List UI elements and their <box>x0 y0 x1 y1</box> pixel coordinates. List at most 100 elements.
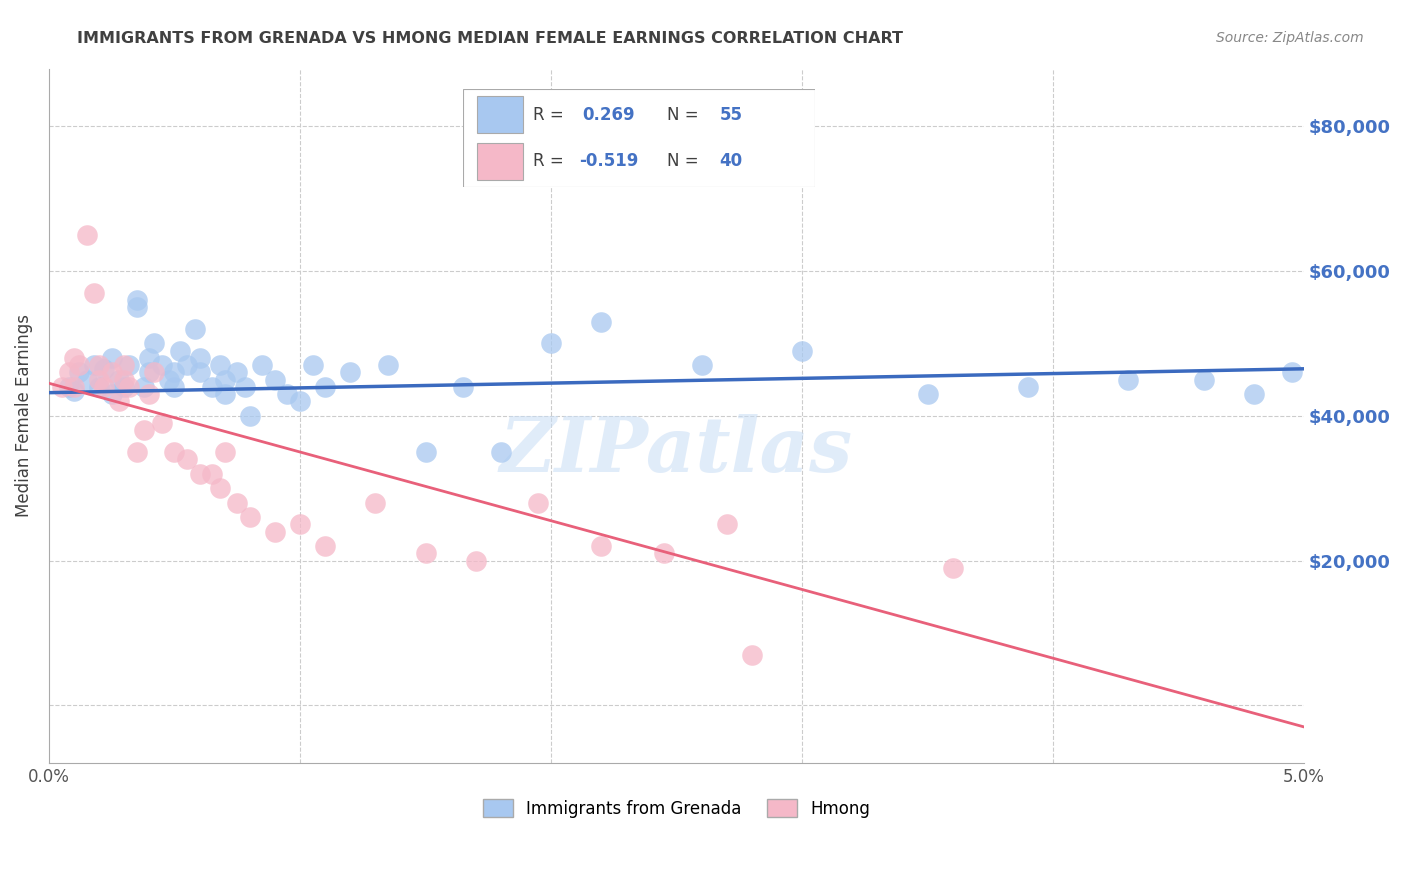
Point <box>214 373 236 387</box>
Point <box>591 315 613 329</box>
Point <box>233 380 256 394</box>
Point <box>58 366 80 380</box>
Point <box>67 366 90 380</box>
Point <box>540 336 562 351</box>
Point <box>125 300 148 314</box>
Point <box>93 380 115 394</box>
Point <box>188 351 211 365</box>
Point <box>108 373 131 387</box>
Point <box>176 452 198 467</box>
Point <box>138 366 160 380</box>
Point <box>188 467 211 481</box>
Point <box>252 358 274 372</box>
Point <box>208 358 231 372</box>
Point <box>163 380 186 394</box>
Point <box>163 445 186 459</box>
Point <box>138 387 160 401</box>
Point <box>264 373 287 387</box>
Point <box>83 358 105 372</box>
Point <box>159 373 181 387</box>
Point <box>288 517 311 532</box>
Point <box>89 373 111 387</box>
Point <box>741 648 763 662</box>
Point <box>591 539 613 553</box>
Point <box>214 387 236 401</box>
Point <box>118 380 141 394</box>
Point <box>76 227 98 242</box>
Point <box>138 351 160 365</box>
Point <box>226 496 249 510</box>
Point <box>1281 366 1303 380</box>
Point <box>239 409 262 423</box>
Point <box>150 416 173 430</box>
Point <box>108 394 131 409</box>
Point <box>339 366 361 380</box>
Point <box>63 380 86 394</box>
Point <box>143 336 166 351</box>
Point <box>301 358 323 372</box>
Point <box>125 445 148 459</box>
Point <box>314 380 336 394</box>
Point <box>93 361 115 376</box>
Point <box>377 358 399 372</box>
Point <box>415 546 437 560</box>
Point <box>67 358 90 372</box>
Point <box>83 285 105 300</box>
Y-axis label: Median Female Earnings: Median Female Earnings <box>15 314 32 517</box>
Point <box>415 445 437 459</box>
Point <box>527 496 550 510</box>
Point <box>125 293 148 307</box>
Point <box>100 351 122 365</box>
Point <box>134 423 156 437</box>
Point <box>314 539 336 553</box>
Point <box>63 384 86 398</box>
Point <box>163 366 186 380</box>
Point <box>239 510 262 524</box>
Point <box>143 366 166 380</box>
Point <box>112 380 135 394</box>
Point <box>100 366 122 380</box>
Point <box>264 524 287 539</box>
Point <box>942 561 965 575</box>
Point <box>652 546 675 560</box>
Point <box>201 380 224 394</box>
Point <box>690 358 713 372</box>
Point <box>188 366 211 380</box>
Point <box>76 373 98 387</box>
Text: IMMIGRANTS FROM GRENADA VS HMONG MEDIAN FEMALE EARNINGS CORRELATION CHART: IMMIGRANTS FROM GRENADA VS HMONG MEDIAN … <box>77 31 903 46</box>
Point <box>118 358 141 372</box>
Point <box>464 553 486 567</box>
Point <box>51 380 73 394</box>
Point <box>89 380 111 394</box>
Point <box>716 517 738 532</box>
Point <box>1118 373 1140 387</box>
Point <box>201 467 224 481</box>
Point <box>134 380 156 394</box>
Point <box>288 394 311 409</box>
Point <box>226 366 249 380</box>
Point <box>208 481 231 495</box>
Point <box>917 387 939 401</box>
Point <box>169 343 191 358</box>
Text: ZIPatlas: ZIPatlas <box>501 414 853 488</box>
Point <box>112 358 135 372</box>
Point <box>1192 373 1215 387</box>
Point <box>176 358 198 372</box>
Point <box>89 358 111 372</box>
Text: Source: ZipAtlas.com: Source: ZipAtlas.com <box>1216 31 1364 45</box>
Point <box>63 351 86 365</box>
Point <box>364 496 387 510</box>
Point <box>150 358 173 372</box>
Point <box>489 445 512 459</box>
Point <box>58 380 80 394</box>
Point <box>100 387 122 401</box>
Point <box>1243 387 1265 401</box>
Point <box>276 387 298 401</box>
Point <box>451 380 474 394</box>
Point <box>112 373 135 387</box>
Point <box>1017 380 1039 394</box>
Legend: Immigrants from Grenada, Hmong: Immigrants from Grenada, Hmong <box>477 793 877 824</box>
Point <box>214 445 236 459</box>
Point <box>790 343 813 358</box>
Point <box>183 322 205 336</box>
